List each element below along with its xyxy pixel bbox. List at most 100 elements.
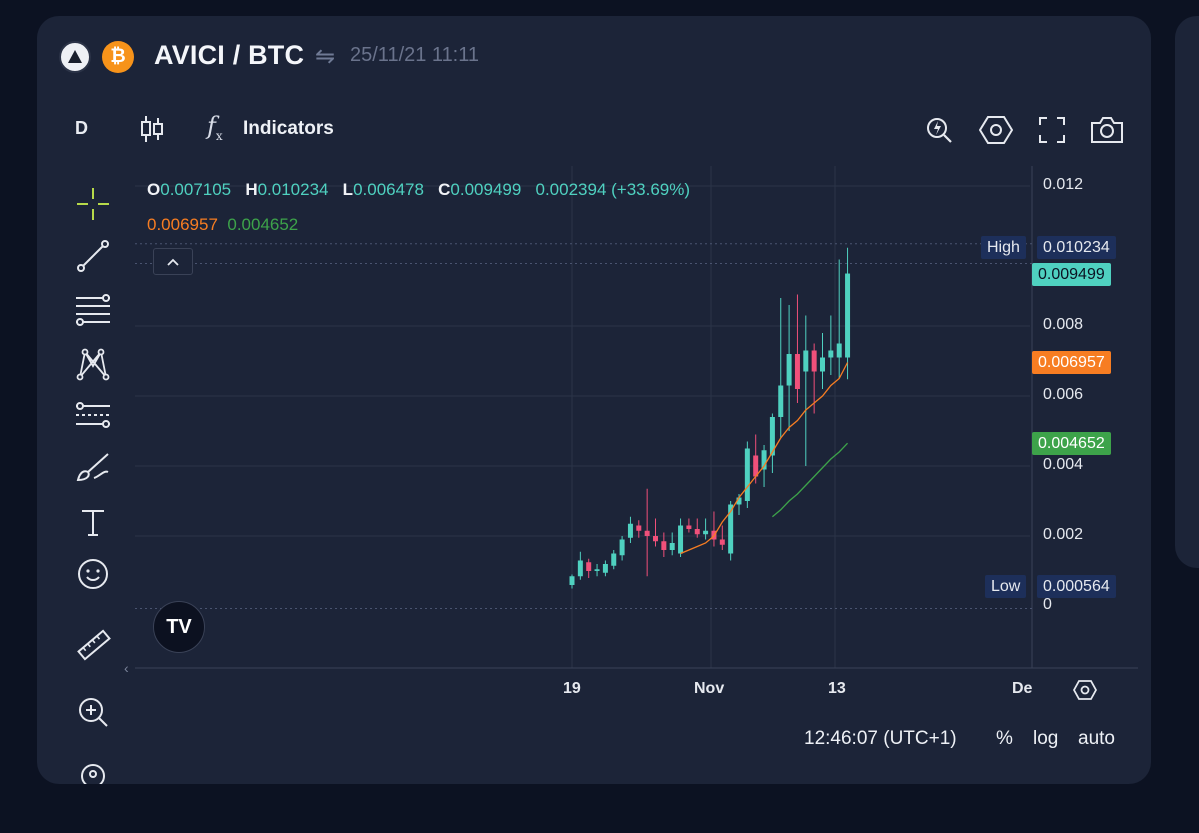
y-tick-label: 0.012 <box>1043 176 1084 193</box>
bitcoin-coin-icon: ₿ <box>102 41 134 73</box>
y-tick-label: 0 <box>1043 596 1052 613</box>
chevron-up-icon <box>167 258 179 266</box>
last-price-tag: 0.009499 <box>1032 263 1111 286</box>
auto-scale-toggle[interactable]: auto <box>1078 728 1115 749</box>
candle-body <box>744 448 750 501</box>
candle-body <box>769 417 775 456</box>
open-value: 0.007105 <box>160 180 232 199</box>
low-value: 0.006478 <box>353 180 424 199</box>
x-tick-label: 13 <box>828 680 846 697</box>
ruler-icon[interactable] <box>73 626 113 666</box>
fib-retracement-icon[interactable] <box>73 290 113 330</box>
candle-body <box>794 354 800 389</box>
candle-body <box>694 529 700 535</box>
moving-average-line-orange <box>680 362 849 555</box>
candle-body <box>778 385 784 417</box>
fullscreen-icon[interactable] <box>1037 114 1067 151</box>
y-tick-label: 0.006 <box>1043 386 1084 403</box>
magnet-icon[interactable] <box>73 756 113 784</box>
candle-body <box>669 543 675 550</box>
candlestick-icon[interactable] <box>139 114 165 149</box>
candle-body <box>586 562 592 571</box>
candle-body <box>644 530 650 536</box>
datetime: 25/11/21 11:11 <box>350 44 480 66</box>
candle-body <box>611 553 617 566</box>
candle-body <box>661 541 667 550</box>
pattern-icon[interactable] <box>73 344 113 384</box>
ma2-price-tag: 0.004652 <box>1032 432 1111 455</box>
close-value: 0.009499 <box>450 180 522 199</box>
moving-average-line-green <box>771 442 849 518</box>
close-label: C <box>438 180 451 199</box>
quick-search-icon[interactable] <box>925 114 955 151</box>
y-tick-label: 0.008 <box>1043 316 1084 333</box>
candle-body <box>686 525 692 529</box>
candle-body <box>678 525 684 554</box>
candle-body <box>619 539 625 556</box>
tradingview-logo[interactable]: TV <box>153 601 205 653</box>
percent-scale-toggle[interactable]: % <box>996 728 1013 749</box>
indicator-legend: 0.006957 0.004652 <box>147 215 298 235</box>
x-tick-label: De <box>1012 680 1033 697</box>
high-tag-value: 0.010234 <box>1037 236 1116 259</box>
camera-icon[interactable] <box>1089 114 1125 151</box>
ma2-value: 0.004652 <box>227 215 299 234</box>
candle-body <box>828 350 834 358</box>
settings-hexagon-icon[interactable] <box>978 114 1014 151</box>
emoji-icon[interactable] <box>73 554 113 594</box>
change-value: 0.002394 (+33.69%) <box>535 180 691 199</box>
candle-body <box>845 273 851 358</box>
collapse-legend-button[interactable] <box>153 248 193 275</box>
brush-icon[interactable] <box>73 448 113 488</box>
candle-body <box>811 350 817 372</box>
collapse-toolbar-icon[interactable]: ‹ <box>124 660 129 676</box>
candle-body <box>627 523 633 538</box>
candle-body <box>703 530 709 535</box>
prediction-icon[interactable] <box>73 396 113 436</box>
ma1-value: 0.006957 <box>147 215 218 234</box>
price-chart[interactable] <box>37 16 1151 784</box>
ohlc-legend: O0.007105 H0.010234 L0.006478 C0.009499 … <box>147 180 690 200</box>
candle-body <box>803 350 809 372</box>
candle-body <box>820 357 825 372</box>
y-tick-label: 0.004 <box>1043 456 1084 473</box>
candle-body <box>786 354 792 386</box>
text-icon[interactable] <box>73 502 113 542</box>
chart-toolbar: D fx Indicators <box>37 112 1151 152</box>
clock-timezone[interactable]: 12:46:07 (UTC+1) <box>804 728 957 749</box>
fx-icon[interactable]: fx <box>207 112 223 143</box>
y-tick-label: 0.002 <box>1043 526 1084 543</box>
swap-arrows-icon[interactable]: ⇋ <box>315 43 336 70</box>
candle-body <box>761 450 767 470</box>
interval-button[interactable]: D <box>75 118 88 138</box>
high-label: H <box>245 180 258 199</box>
candle-body <box>569 576 575 585</box>
low-tag-label: Low <box>985 575 1027 598</box>
low-label: L <box>342 180 354 199</box>
low-tag-value: 0.000564 <box>1037 575 1116 598</box>
indicators-button[interactable]: Indicators <box>243 118 334 139</box>
candle-body <box>753 455 759 477</box>
high-value: 0.010234 <box>257 180 329 199</box>
ma1-price-tag: 0.006957 <box>1032 351 1111 374</box>
candle-body <box>836 343 842 358</box>
trend-line-icon[interactable] <box>73 236 113 276</box>
pair-title: AVICI / BTC <box>154 40 305 70</box>
crosshair-icon[interactable] <box>73 184 113 224</box>
axis-settings-icon[interactable] <box>1072 679 1098 706</box>
side-panel <box>1175 16 1199 568</box>
candle-body <box>577 560 583 577</box>
chart-header: ₿ AVICI / BTC ⇋ 25/11/21 11:11 <box>37 16 1151 98</box>
candle-body <box>736 497 742 505</box>
x-tick-label: 19 <box>563 680 581 697</box>
candle-body <box>602 564 608 573</box>
x-tick-label: Nov <box>694 680 725 697</box>
avici-coin-icon <box>59 41 91 73</box>
log-scale-toggle[interactable]: log <box>1033 728 1059 749</box>
chart-widget: ₿ AVICI / BTC ⇋ 25/11/21 11:11 D fx Indi… <box>37 16 1151 784</box>
high-tag-label: High <box>981 236 1026 259</box>
zoom-in-icon[interactable] <box>73 692 113 732</box>
candle-body <box>636 525 642 531</box>
open-label: O <box>147 180 161 199</box>
candle-body <box>594 569 600 571</box>
